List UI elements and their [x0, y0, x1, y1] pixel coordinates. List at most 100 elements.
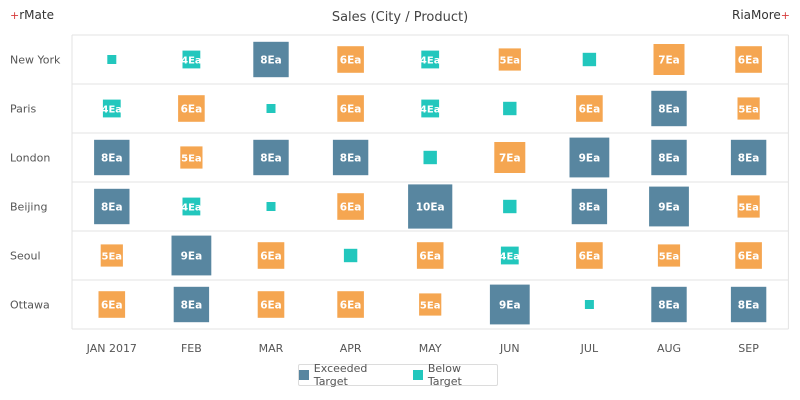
heatmap-cell[interactable]: 9Ea — [171, 235, 212, 276]
heatmap-cell[interactable] — [423, 150, 437, 165]
heatmap-cell-label: 6Ea — [101, 300, 123, 312]
heatmap-cell-square — [182, 197, 201, 216]
heatmap-cell[interactable]: 5Ea — [100, 244, 123, 267]
heatmap-cell[interactable] — [503, 199, 517, 214]
heatmap-cell-square — [182, 50, 201, 69]
heatmap-cell-label: 4Ea — [181, 203, 202, 214]
heatmap-cell-square — [421, 50, 440, 69]
heatmap-cell-label: 5Ea — [420, 301, 441, 312]
heatmap-cell-label: 5Ea — [181, 154, 202, 165]
heatmap-cell[interactable]: 9Ea — [649, 186, 689, 227]
heatmap-cell-square — [102, 99, 121, 118]
x-tick-label: JAN 2017 — [86, 342, 137, 355]
heatmap-cell[interactable]: 9Ea — [569, 137, 610, 178]
heatmap-cell-label: 6Ea — [340, 55, 362, 67]
heatmap-cell[interactable]: 5Ea — [737, 97, 760, 120]
heatmap-cell-label: 4Ea — [500, 252, 521, 263]
brand-plus-icon: + — [780, 9, 790, 22]
heatmap-cell-label: 6Ea — [738, 55, 760, 67]
heatmap-cell[interactable]: 8Ea — [651, 286, 687, 323]
heatmap-cell[interactable]: 4Ea — [500, 246, 521, 265]
heatmap-cell-square — [423, 150, 437, 165]
heatmap-cell[interactable]: 4Ea — [102, 99, 123, 118]
heatmap-cell[interactable]: 7Ea — [653, 44, 685, 75]
heatmap-cell[interactable] — [266, 104, 276, 113]
heatmap-cell-label: 8Ea — [260, 153, 282, 165]
heatmap-cell[interactable]: 6Ea — [337, 291, 364, 318]
heatmap-cell[interactable]: 5Ea — [419, 293, 442, 316]
heatmap-cell[interactable] — [584, 300, 594, 309]
heatmap-cell[interactable]: 8Ea — [253, 139, 289, 176]
heatmap-cell-square — [576, 95, 603, 122]
chart-title: Sales (City / Product) — [331, 10, 469, 25]
heatmap-cell-square — [735, 46, 762, 73]
heatmap-cell[interactable]: 8Ea — [332, 139, 369, 176]
heatmap-cell-square — [498, 48, 521, 71]
heatmap-cell-square — [737, 97, 760, 120]
heatmap-cell-square — [584, 300, 594, 309]
legend-item-exceeded[interactable]: Exceeded Target — [299, 362, 403, 388]
heatmap-cell-label: 6Ea — [579, 251, 601, 263]
heatmap-cell[interactable]: 6Ea — [576, 242, 603, 269]
heatmap-cell-label: 8Ea — [658, 104, 680, 116]
x-tick-label: APR — [340, 342, 362, 355]
heatmap-cell-square — [100, 244, 123, 267]
heatmap-cell[interactable]: 6Ea — [337, 46, 364, 73]
heatmap-cell[interactable]: 6Ea — [416, 242, 444, 269]
heatmap-cell[interactable]: 7Ea — [494, 142, 526, 173]
heatmap-cell[interactable]: 8Ea — [173, 286, 210, 323]
heatmap-cell[interactable]: 5Ea — [657, 244, 681, 267]
heatmap-cell-label: 8Ea — [101, 202, 123, 214]
heatmap-cell[interactable] — [107, 55, 117, 64]
heatmap-cell[interactable]: 4Ea — [420, 50, 441, 69]
heatmap-cell[interactable] — [343, 248, 358, 263]
heatmap-cell[interactable]: 6Ea — [337, 95, 364, 122]
heatmap-cell[interactable]: 8Ea — [94, 139, 130, 176]
heatmap-cell[interactable]: 6Ea — [735, 46, 762, 73]
y-tick-label: London — [10, 152, 50, 165]
y-tick-label: Seoul — [10, 250, 41, 263]
heatmap-cell-square — [416, 242, 444, 269]
heatmap-cell[interactable]: 8Ea — [253, 41, 289, 78]
heatmap-cell[interactable]: 8Ea — [651, 139, 687, 176]
heatmap-cell[interactable]: 4Ea — [181, 50, 202, 69]
heatmap-cell[interactable]: 6Ea — [257, 291, 285, 318]
heatmap-cell[interactable]: 6Ea — [178, 95, 205, 122]
heatmap-cell[interactable]: 8Ea — [571, 188, 608, 225]
heatmap-cell[interactable]: 6Ea — [257, 242, 285, 269]
heatmap-cell[interactable]: 9Ea — [489, 284, 530, 325]
legend-swatch-below — [413, 370, 423, 380]
heatmap-cell[interactable]: 5Ea — [180, 146, 203, 169]
heatmap-cell[interactable]: 5Ea — [737, 195, 760, 218]
heatmap-cell[interactable]: 6Ea — [735, 242, 762, 269]
heatmap-cell-square — [737, 195, 760, 218]
heatmap-cell-label: 8Ea — [658, 300, 680, 312]
heatmap-cell[interactable]: 4Ea — [420, 99, 441, 118]
legend-item-below[interactable]: Below Target — [413, 362, 497, 388]
heatmap-cell[interactable]: 6Ea — [337, 193, 364, 220]
heatmap-cell-label: 5Ea — [738, 203, 759, 214]
heatmap-cell[interactable]: 5Ea — [498, 48, 521, 71]
heatmap-cell-square — [253, 139, 289, 176]
brand-right-label: RiaMore — [732, 8, 781, 22]
heatmap-cell-square — [419, 293, 442, 316]
heatmap-cell[interactable]: 8Ea — [730, 286, 767, 323]
heatmap-cell[interactable]: 8Ea — [94, 188, 130, 225]
heatmap-cell[interactable] — [503, 101, 517, 116]
heatmap-cell[interactable]: 10Ea — [408, 184, 453, 229]
heatmap-cell[interactable]: 6Ea — [576, 95, 603, 122]
heatmap-cell[interactable]: 8Ea — [651, 90, 687, 127]
brand-left-label: rMate — [19, 8, 54, 22]
heatmap-cell-square — [730, 286, 767, 323]
heatmap-cell[interactable]: 4Ea — [181, 197, 202, 216]
heatmap-cell-label: 6Ea — [419, 251, 441, 263]
heatmap-cell[interactable]: 6Ea — [98, 291, 126, 318]
legend-label-below: Below Target — [427, 362, 462, 388]
heatmap-cell[interactable]: 8Ea — [730, 139, 767, 176]
heatmap-cell-square — [178, 95, 205, 122]
heatmap-cell[interactable] — [582, 52, 597, 67]
heatmap-cell[interactable] — [266, 202, 276, 211]
y-tick-label: Beijing — [10, 201, 47, 214]
heatmap-cell-square — [494, 142, 526, 173]
